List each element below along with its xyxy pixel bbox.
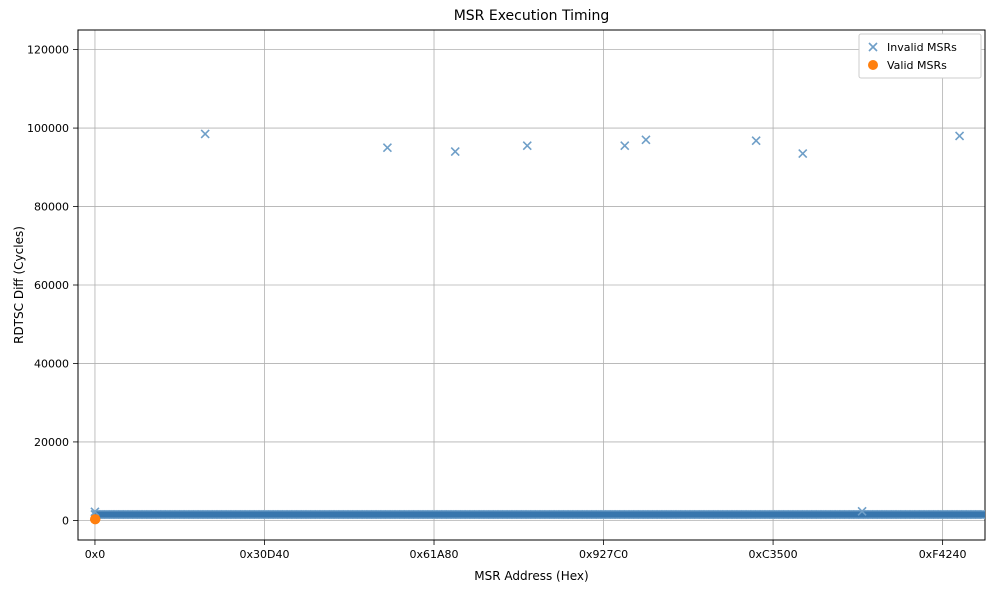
y-tick-label: 80000 <box>34 201 69 214</box>
series-valid <box>90 514 101 524</box>
chart-svg: 0x0 0x30D40 0x61A80 0x927C0 0xC3500 0xF4240 0 2… <box>0 0 1000 600</box>
y-tick-label: 100000 <box>27 122 69 135</box>
y-tick-label: 120000 <box>27 44 69 57</box>
chart-title: MSR Execution Timing <box>454 8 610 24</box>
y-tick-label: 40000 <box>34 357 69 370</box>
x-tick-label: 0x0 <box>85 548 106 561</box>
x-tick-label: 0x61A80 <box>410 548 459 561</box>
y-tick-label: 0 <box>62 514 69 527</box>
x-tick-label: 0xF4240 <box>919 548 967 561</box>
legend-label-valid: Valid MSRs <box>887 59 947 72</box>
legend: Invalid MSRs Valid MSRs <box>859 34 981 78</box>
chart-container: 0x0 0x30D40 0x61A80 0x927C0 0xC3500 0xF4240 0 2… <box>0 0 1000 600</box>
x-tick-label: 0x30D40 <box>239 548 289 561</box>
x-axis-label: MSR Address (Hex) <box>474 569 588 583</box>
y-tick-label: 60000 <box>34 279 69 292</box>
y-axis-label: RDTSC Diff (Cycles) <box>12 226 26 344</box>
x-tick-label: 0x927C0 <box>579 548 628 561</box>
legend-label-invalid: Invalid MSRs <box>887 41 957 54</box>
y-tick-label: 20000 <box>34 436 69 449</box>
x-tick-label: 0xC3500 <box>748 548 797 561</box>
